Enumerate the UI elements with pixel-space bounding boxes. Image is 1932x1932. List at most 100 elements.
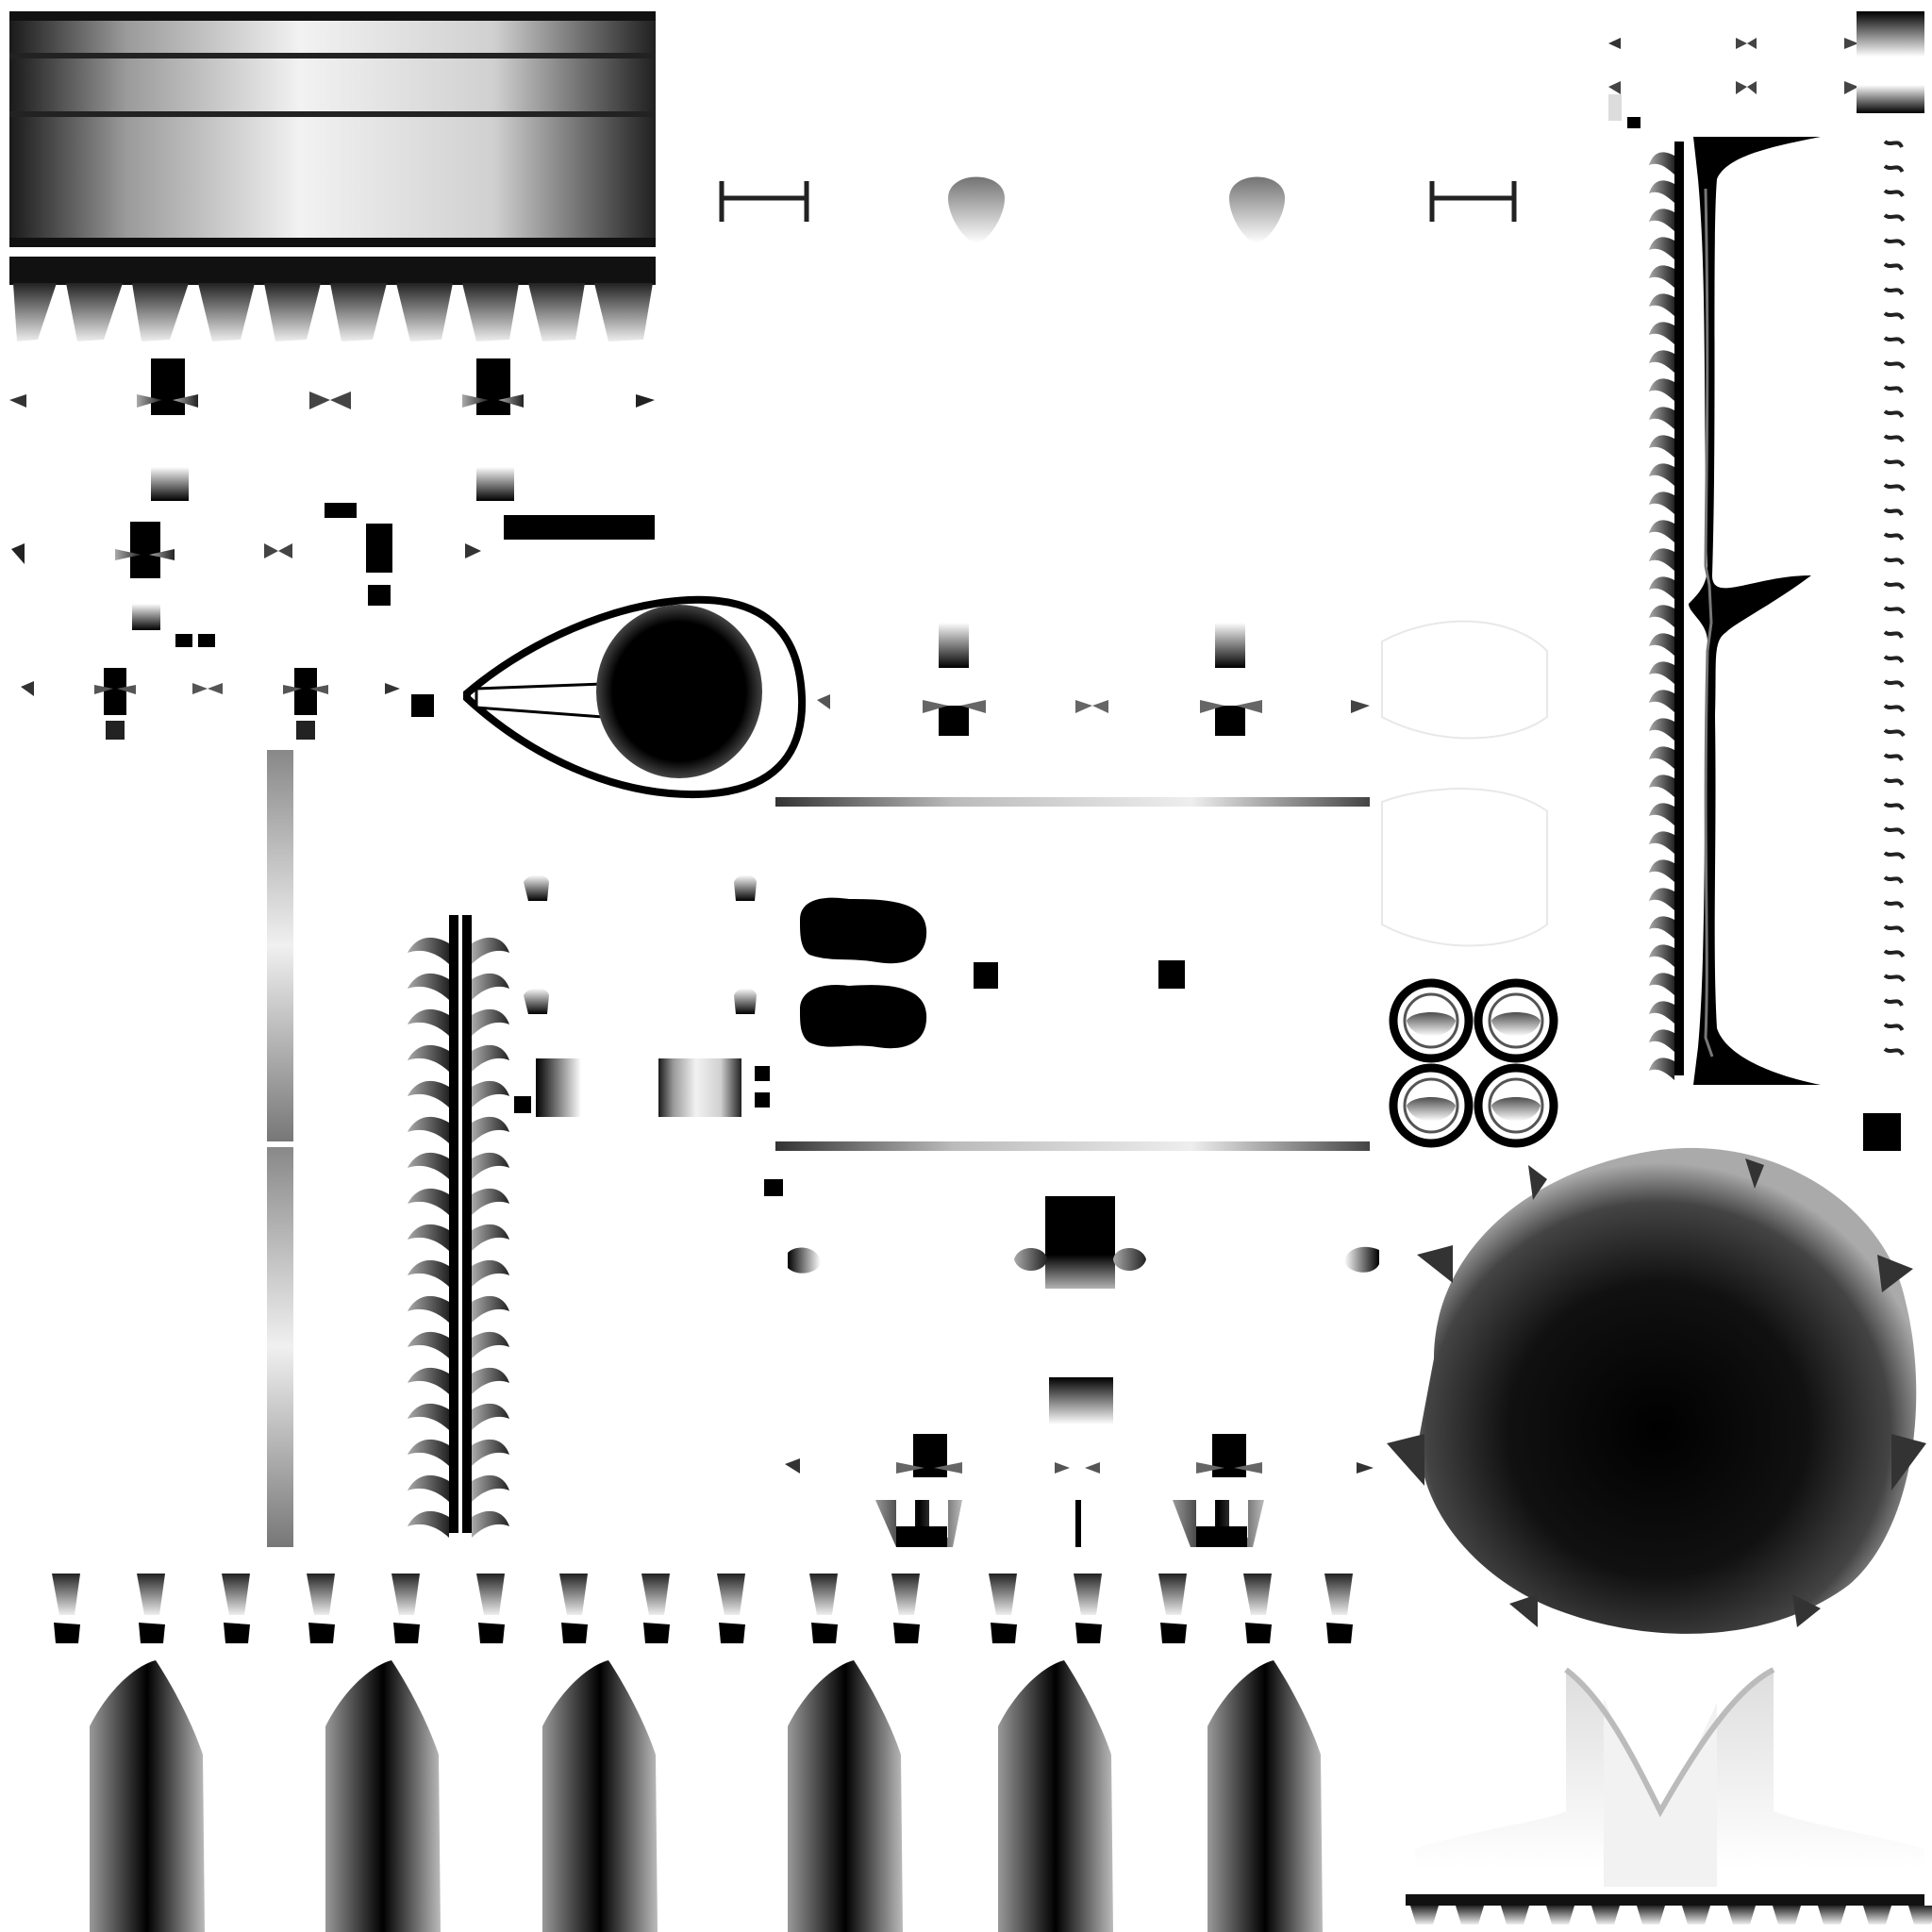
spine-spike [1649,633,1674,656]
spine-spike [1649,831,1674,854]
fang-lower [1326,1623,1353,1643]
spine-strip-left [408,915,509,1538]
tooth [1637,1906,1665,1924]
spine-spike [408,1044,449,1072]
spine-spike [472,1188,509,1215]
spine-strip-right [1649,142,1684,1080]
squiggle [1883,213,1906,223]
teeth-strip-bottom [1406,1894,1932,1924]
fang-upper [52,1574,80,1615]
squiggle [1883,385,1904,393]
spine-spike [408,1008,449,1036]
spine-spike [1649,1001,1674,1024]
spine-spike [1649,180,1674,203]
fang-upper [1074,1574,1102,1615]
tooth [1501,1906,1529,1924]
spine-spike [1649,265,1674,288]
spine-spike [1649,888,1674,910]
spine-spike [1649,237,1674,259]
squiggle [1883,949,1906,958]
fang-upper [717,1574,745,1615]
teeth-strip [9,257,656,341]
ring-inner [1403,1077,1459,1134]
spine-spike [408,937,449,964]
tall-fang [1208,1660,1323,1932]
squiggle [1883,679,1905,689]
fang-upper [809,1574,838,1615]
spine-spike [472,1439,509,1466]
lower-center-shapes [785,1196,1379,1547]
squiggle [1883,336,1906,345]
spine-spike [472,937,509,964]
fang-upper [1324,1574,1353,1615]
tooth [1727,1906,1756,1924]
spine-spike [1649,1058,1674,1080]
ring-lens [1407,1012,1456,1037]
fang-upper [989,1574,1017,1615]
spine-spike [472,1116,509,1143]
tooth [1863,1906,1891,1924]
spine-spike [1649,859,1674,882]
pillar-bar [267,750,293,1547]
spine-spike [472,1331,509,1358]
squiggle [1883,826,1906,836]
tooth [1682,1906,1710,1924]
ring-inner [1488,992,1544,1049]
tooth [1410,1906,1439,1924]
squiggle [1883,409,1905,419]
squiggle [1883,630,1904,639]
fang-upper [137,1574,165,1615]
fang-upper [391,1574,420,1615]
squiggle [1883,655,1905,664]
spine-spike [1649,293,1674,316]
thin-bar-lower [775,1141,1370,1151]
tall-fang [325,1660,441,1932]
squiggle-strip-right [1883,140,1906,1057]
fang-lower [811,1623,838,1643]
spine-spike [1649,1029,1674,1052]
tooth [1591,1906,1620,1924]
spine-spike [408,1474,449,1502]
tooth [1773,1906,1801,1924]
fang-lower [1160,1623,1187,1643]
squiggle [1883,508,1904,516]
fang-lower [991,1623,1017,1643]
squiggle [1883,802,1905,811]
spine-spike [1649,661,1674,684]
tall-fang [542,1660,658,1932]
ring-inner [1488,1077,1544,1134]
tooth [1546,1906,1574,1924]
spine-spike [1649,378,1674,401]
squiggle [1883,360,1906,370]
faint-outlines [1381,620,1548,947]
tooth [1908,1906,1932,1924]
fang-row [52,1574,1353,1643]
fang-lower [893,1623,920,1643]
spine-core [1674,142,1684,1075]
spine-spike [408,973,449,1000]
squiggle [1883,434,1905,443]
spine-spike [1649,520,1674,542]
fang-upper [891,1574,920,1615]
thin-bar-upper [775,797,1370,807]
spine-spike [1649,718,1674,741]
spine-spike [1649,491,1674,514]
fang-upper [1158,1574,1187,1615]
squiggle [1883,924,1905,934]
spine-spike [1649,690,1674,712]
squiggle [1883,262,1904,271]
spine-spike [408,1224,449,1251]
spine-spike [472,1510,509,1538]
spine-spike [472,1044,509,1072]
spine-spike [408,1116,449,1143]
fang-lower [1075,1623,1102,1643]
spine-spike [1649,548,1674,571]
spine-spike [408,1331,449,1358]
spine-spike [1649,916,1674,939]
squiggle [1883,557,1905,566]
tall-fang [90,1660,205,1932]
fang-lower [393,1623,420,1643]
center-top-shapes [719,176,1517,243]
squiggle [1883,728,1906,738]
